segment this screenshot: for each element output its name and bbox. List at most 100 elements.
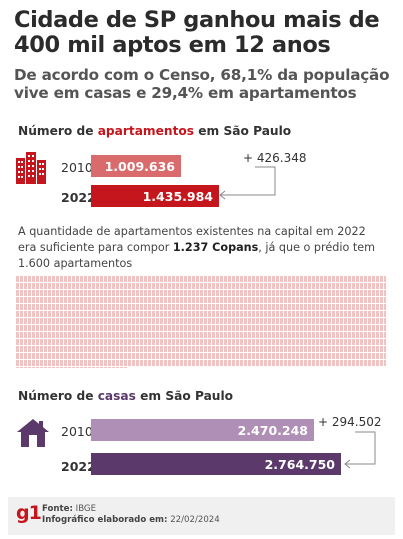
copan-unit: [220, 325, 223, 331]
copan-unit: [56, 318, 59, 324]
copan-unit: [292, 290, 295, 296]
copan-unit: [352, 346, 355, 352]
copan-unit: [236, 325, 239, 331]
copan-unit: [20, 367, 23, 368]
copan-unit: [88, 367, 91, 368]
copan-unit: [376, 353, 379, 359]
copan-note-bold: 1.237 Copans: [172, 241, 259, 254]
copan-unit: [280, 297, 283, 303]
copan-unit: [84, 332, 87, 338]
copan-unit: [176, 318, 179, 324]
copan-unit: [188, 297, 191, 303]
copan-unit: [264, 311, 267, 317]
copan-unit: [320, 276, 323, 282]
copan-unit: [352, 290, 355, 296]
copan-unit: [260, 311, 263, 317]
copan-unit: [80, 325, 83, 331]
copan-unit: [188, 325, 191, 331]
copan-unit: [84, 290, 87, 296]
copan-unit: [368, 360, 371, 366]
copan-unit: [64, 346, 67, 352]
copan-unit: [248, 353, 251, 359]
copan-unit: [164, 360, 167, 366]
copan-unit: [260, 304, 263, 310]
copan-unit: [328, 297, 331, 303]
copan-unit: [308, 297, 311, 303]
copan-unit: [208, 283, 211, 289]
copan-unit: [80, 332, 83, 338]
copan-unit: [184, 325, 187, 331]
copan-unit: [344, 325, 347, 331]
copan-unit: [108, 304, 111, 310]
copan-unit: [156, 353, 159, 359]
copan-unit: [140, 290, 143, 296]
copan-unit: [220, 332, 223, 338]
copan-unit: [104, 290, 107, 296]
copan-unit: [344, 283, 347, 289]
headline: Cidade de SP ganhou mais de 400 mil apto…: [14, 7, 380, 58]
copan-unit: [164, 290, 167, 296]
copan-unit: [380, 332, 383, 338]
copan-unit: [368, 346, 371, 352]
copan-unit: [100, 311, 103, 317]
copan-unit: [332, 283, 335, 289]
copan-unit: [380, 304, 383, 310]
copan-unit: [76, 304, 79, 310]
copan-unit: [212, 318, 215, 324]
copan-unit: [28, 297, 31, 303]
copan-unit: [224, 346, 227, 352]
copan-unit: [308, 290, 311, 296]
copan-unit: [136, 332, 139, 338]
copan-unit: [336, 283, 339, 289]
copan-unit: [40, 318, 43, 324]
copan-unit: [292, 304, 295, 310]
copan-unit: [128, 276, 131, 282]
copan-unit: [224, 353, 227, 359]
copan-unit: [268, 283, 271, 289]
copan-unit: [92, 290, 95, 296]
copan-unit: [152, 276, 155, 282]
copan-unit: [208, 332, 211, 338]
copan-unit: [52, 297, 55, 303]
copan-unit: [220, 311, 223, 317]
copan-unit: [324, 360, 327, 366]
copan-unit: [364, 318, 367, 324]
copan-unit: [148, 346, 151, 352]
copan-unit: [132, 346, 135, 352]
copan-unit: [184, 311, 187, 317]
copan-unit: [88, 318, 91, 324]
copan-unit: [112, 332, 115, 338]
copan-unit: [200, 290, 203, 296]
copan-unit: [108, 283, 111, 289]
copan-unit: [268, 360, 271, 366]
copan-unit: [208, 339, 211, 345]
copan-unit: [72, 339, 75, 345]
copan-unit: [264, 276, 267, 282]
copan-unit: [160, 304, 163, 310]
house-icon: [17, 419, 49, 447]
copan-unit: [364, 283, 367, 289]
copan-unit: [48, 304, 51, 310]
copan-unit: [352, 318, 355, 324]
copan-unit: [124, 290, 127, 296]
copan-unit: [292, 332, 295, 338]
copan-unit: [88, 332, 91, 338]
copan-unit: [180, 304, 183, 310]
copan-unit: [328, 339, 331, 345]
copan-unit: [20, 339, 23, 345]
copan-unit: [80, 353, 83, 359]
copan-unit: [96, 367, 99, 368]
copan-unit: [300, 290, 303, 296]
copan-unit: [76, 283, 79, 289]
copan-note-part2: , já que o prédio tem 1.600 apartamentos: [18, 241, 376, 270]
copan-unit: [268, 318, 271, 324]
copan-unit: [44, 290, 47, 296]
copan-unit: [136, 346, 139, 352]
copan-unit: [136, 318, 139, 324]
copan-unit: [296, 332, 299, 338]
houses-delta-arrow: [344, 431, 376, 469]
copan-unit: [96, 311, 99, 317]
copan-unit: [228, 346, 231, 352]
copan-unit: [116, 318, 119, 324]
copan-unit: [348, 339, 351, 345]
